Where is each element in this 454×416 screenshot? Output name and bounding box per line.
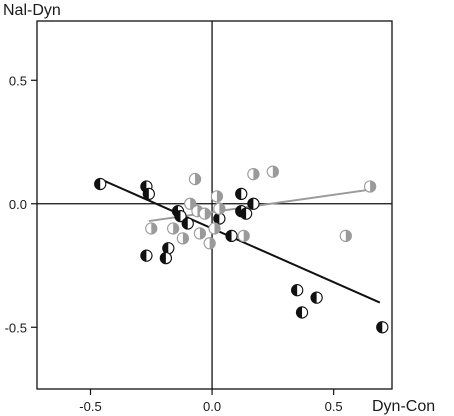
x-axis-label: Dyn-Con (372, 398, 435, 415)
data-point (95, 178, 106, 189)
data-point (214, 203, 225, 214)
data-point (209, 223, 220, 234)
data-point (204, 238, 215, 249)
data-point (226, 230, 237, 241)
data-point-fill (195, 173, 201, 184)
data-point-fill (205, 208, 211, 219)
data-point (292, 285, 303, 296)
data-point (146, 223, 157, 234)
data-point (168, 223, 179, 234)
axes-layer: -0.5 0.0 0.5 -0.5 0.0 0.5 (5, 21, 392, 414)
data-point-fill (311, 292, 317, 303)
data-point-fill (183, 233, 189, 244)
data-point-fill (160, 253, 166, 264)
data-point-fill (226, 230, 232, 241)
data-point-fill (141, 250, 147, 261)
data-point (160, 253, 171, 264)
data-point (241, 208, 252, 219)
data-point (194, 228, 205, 239)
data-point-fill (244, 230, 250, 241)
data-point-fill (346, 230, 352, 241)
data-point (296, 307, 307, 318)
data-point (177, 233, 188, 244)
data-point (211, 191, 222, 202)
data-point (199, 208, 210, 219)
data-point (248, 198, 259, 209)
data-point-fill (236, 188, 242, 199)
data-point (365, 181, 376, 192)
data-point-fill (95, 178, 101, 189)
y-axis-label: Nal-Dyn (3, 2, 61, 19)
data-point-fill (217, 191, 223, 202)
data-point (377, 322, 388, 333)
data-point-fill (219, 203, 225, 214)
data-point-fill (253, 169, 259, 180)
data-point (189, 173, 200, 184)
data-point (238, 230, 249, 241)
y-tick-label: 0.5 (9, 73, 27, 88)
data-point-fill (200, 228, 206, 239)
data-point (340, 230, 351, 241)
x-tick-label: 0.5 (325, 399, 343, 414)
data-point-fill (296, 307, 302, 318)
data-point (182, 218, 193, 229)
y-tick-label: 0.0 (9, 197, 27, 212)
data-point-fill (151, 223, 157, 234)
data-point-fill (273, 166, 279, 177)
x-tick-label: 0.0 (203, 399, 221, 414)
data-point (141, 250, 152, 261)
data-point-fill (173, 223, 179, 234)
data-point (143, 188, 154, 199)
data-point (311, 292, 322, 303)
data-point (267, 166, 278, 177)
data-point-fill (292, 285, 298, 296)
data-point (236, 188, 247, 199)
y-tick-label: -0.5 (5, 320, 27, 335)
marks-layer (95, 166, 388, 333)
data-point (248, 169, 259, 180)
data-point-fill (370, 181, 376, 192)
data-point-fill (210, 238, 216, 249)
data-point-fill (377, 322, 383, 333)
x-tick-label: -0.5 (79, 399, 101, 414)
